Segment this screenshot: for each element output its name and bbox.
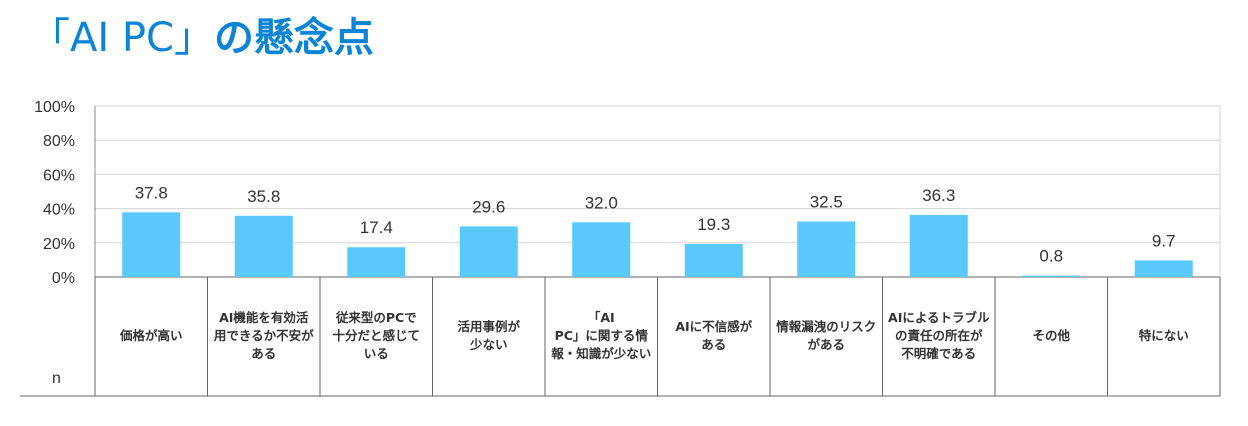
y-tick-label: 60% xyxy=(43,167,75,184)
category-label: AIによるトラブル の責任の所在が 不明確である xyxy=(888,309,990,362)
y-tick-label: 0% xyxy=(52,270,75,287)
bar xyxy=(122,212,181,277)
category-label: その他 xyxy=(1032,327,1070,343)
bar xyxy=(572,222,631,277)
bar xyxy=(234,215,293,277)
data-label: 0.8 xyxy=(1039,247,1063,266)
y-tick-label: 80% xyxy=(43,133,75,150)
bar xyxy=(909,214,968,277)
bar xyxy=(459,226,518,277)
bar xyxy=(1022,275,1081,277)
title-quote-open: 「 xyxy=(30,15,70,61)
data-label: 29.6 xyxy=(472,197,505,216)
category-label: 特にない xyxy=(1138,327,1189,343)
bar xyxy=(1134,260,1193,277)
data-label: 37.8 xyxy=(135,183,168,202)
title-ai-pc: AI PC xyxy=(70,15,174,61)
n-label: n xyxy=(52,370,61,387)
category-label: 情報漏洩のリスク がある xyxy=(776,318,877,352)
data-label: 9.7 xyxy=(1152,231,1176,250)
category-label: 価格が高い xyxy=(119,327,183,343)
data-label: 17.4 xyxy=(360,218,393,237)
bar xyxy=(347,247,406,277)
category-label: 活用事例が 少ない xyxy=(457,318,520,352)
y-tick-label: 40% xyxy=(43,202,75,219)
data-label: 32.0 xyxy=(585,193,618,212)
bar xyxy=(684,243,743,277)
data-label: 35.8 xyxy=(247,187,280,206)
category-label: 「AI PC」に関する情 報・知識が少ない xyxy=(551,309,652,362)
data-label: 36.3 xyxy=(922,186,955,205)
title-suffix: の懸念点 xyxy=(213,15,374,61)
category-label: 従来型のPCで 十分だと感じて いる xyxy=(332,309,420,362)
data-label: 19.3 xyxy=(697,215,730,234)
page-title: 「AI PC」の懸念点 xyxy=(30,8,374,68)
data-label: 32.5 xyxy=(810,192,843,211)
title-quote-close: 」 xyxy=(173,15,214,61)
category-label: AI機能を有効活 用できるか不安が ある xyxy=(213,309,314,362)
y-tick-label: 20% xyxy=(43,236,75,253)
bar xyxy=(797,221,856,277)
y-tick-label: 100% xyxy=(34,99,75,116)
category-label: AIに不信感が ある xyxy=(675,318,753,352)
